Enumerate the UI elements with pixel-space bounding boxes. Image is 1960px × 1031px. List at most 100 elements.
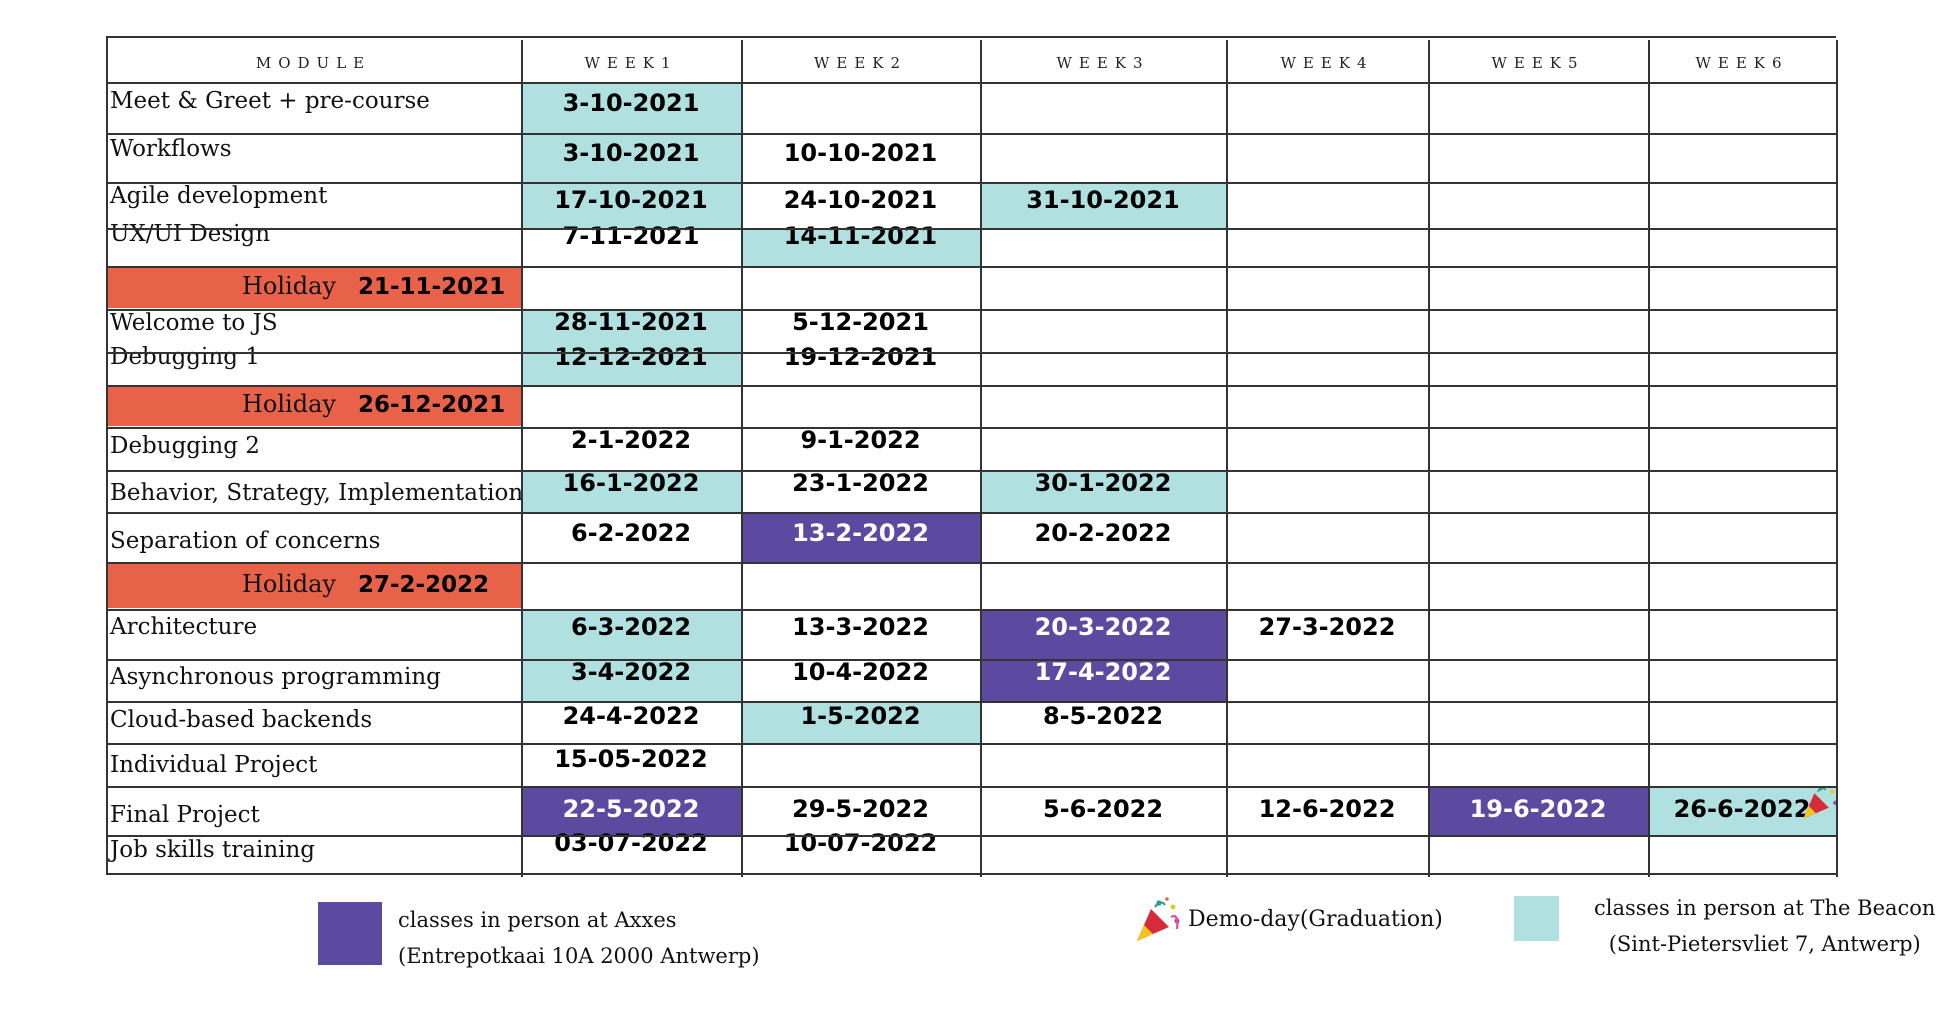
legend-beacon-line1: classes in person at The Beacon [1594,896,1936,920]
grid-hline [106,609,1836,611]
legend-axxes-line1: classes in person at Axxes [398,908,677,932]
cell-fill-axxes [981,610,1226,659]
module-name: Workflows [110,136,232,162]
grid-hline [106,228,1836,230]
party-popper-icon [1137,897,1180,941]
grid-hline [106,36,1836,38]
holiday-date: 21-11-2021 [358,273,506,300]
header-week-6: WEEK6 [1695,54,1789,72]
holiday-bar [106,268,521,308]
header-week-1: WEEK1 [584,54,678,72]
module-name: Final Project [110,802,260,828]
cell-fill-axxes [1429,787,1648,835]
module-name: Asynchronous programming [110,664,441,690]
grid-vline [1226,40,1228,877]
schedule-date: 10-4-2022 [792,658,929,686]
cell-fill-beacon [522,353,741,385]
cell-fill-beacon [981,183,1226,228]
cell-fill-axxes [981,660,1226,701]
schedule-date: 03-07-2022 [554,829,708,857]
module-name: Debugging 1 [110,344,260,370]
holiday-label: Holiday [242,569,336,598]
cell-fill-beacon [522,183,741,228]
header-module: MODULE [255,54,372,72]
grid-hline [106,133,1836,135]
schedule-date: 1-5-2022 [800,702,921,730]
module-name: Job skills training [110,837,316,863]
grid-vline [106,36,108,873]
schedule-date: 28-11-2021 [554,308,708,336]
schedule-date: 3-10-2021 [562,89,700,117]
grid-vline [1428,40,1430,877]
schedule-date: 14-11-2021 [783,222,938,250]
schedule-date: 6-2-2022 [570,519,692,547]
cell-fill-axxes [742,513,980,562]
schedule-date: 19-12-2021 [783,343,938,371]
schedule-date: 24-10-2021 [783,186,938,214]
module-name: Agile development [110,183,328,209]
grid-vline [1836,40,1838,877]
schedule-date: 3-4-2022 [570,658,692,686]
grid-hline [106,182,1836,184]
header-week-3: WEEK3 [1056,54,1150,72]
legend-beacon-line2: (Sint-Pietersvliet 7, Antwerp) [1608,932,1921,956]
schedule-date: 24-4-2022 [562,702,700,730]
cell-fill-beacon [522,471,741,512]
schedule-date: 27-3-2022 [1258,613,1396,641]
header-week-2: WEEK2 [813,54,908,72]
schedule-date: 10-07-2022 [783,829,938,857]
schedule-table: MODULE WEEK1 WEEK2 WEEK3 WEEK4 WEEK5 WEEK6 Meet… [106,36,1838,877]
header-week-4: WEEK4 [1280,54,1374,72]
grid-hline [106,82,1836,84]
schedule-date: 5-12-2021 [792,308,929,336]
holiday-label: Holiday [242,390,336,418]
grid-hline [106,562,1836,564]
schedule-date: 19-6-2022 [1469,795,1607,823]
cell-fill-axxes [522,787,741,835]
grid-hline [106,352,1836,354]
grid-hline [106,385,1836,387]
module-name: Cloud-based backends [110,707,373,733]
module-name: Architecture [110,614,258,640]
module-name: UX/UI Design [110,221,271,247]
holiday-bar [106,564,521,608]
module-name: Behavior, Strategy, Implementation [110,480,524,506]
module-name: Individual Project [110,752,318,778]
grid-hline [106,512,1836,514]
grid-hline [106,701,1836,703]
schedule-date: 2-1-2022 [570,426,692,454]
holiday-date: 27-2-2022 [358,571,490,598]
schedule-date: 20-3-2022 [1034,613,1172,641]
cell-fill-beacon [522,310,741,352]
legend-beacon-label: classes in person at The Beacon (Sint-Pi… [1594,890,1935,962]
legend-beacon-swatch [1514,896,1559,941]
legend-axxes-line2: (Entrepotkaai 10A 2000 Antwerp) [398,944,760,968]
grid-hline [106,743,1836,745]
header-week-5: WEEK5 [1491,54,1585,72]
party-popper-icon [1803,786,1838,819]
schedule-date: 8-5-2022 [1042,702,1164,730]
grid-vline [521,40,523,877]
schedule-date: 6-3-2022 [570,613,692,641]
holiday-label: Holiday [242,271,336,300]
module-name: Welcome to JS [110,310,278,336]
schedule-date: 13-2-2022 [792,519,929,547]
cell-fill-beacon [981,471,1226,512]
grid-hline [106,835,1836,837]
schedule-date: 29-5-2022 [792,795,929,823]
cell-fill-beacon [522,83,741,133]
module-name: Separation of concerns [110,528,381,554]
grid-hline [106,470,1836,472]
schedule-date: 16-1-2022 [562,469,700,497]
schedule-date: 9-1-2022 [800,426,921,454]
schedule-date: 13-3-2022 [792,613,929,641]
grid-vline [1648,40,1650,877]
legend-axxes-label: classes in person at Axxes (Entrepotkaai… [398,902,760,974]
cell-fill-beacon [742,229,980,266]
schedule-date: 26-6-2022 [1673,795,1811,823]
module-name: Meet & Greet + pre-course [110,88,430,114]
schedule-date: 23-1-2022 [792,469,929,497]
module-name: Debugging 2 [110,433,260,459]
grid-hline [106,427,1836,429]
holiday-date: 26-12-2021 [358,392,506,418]
